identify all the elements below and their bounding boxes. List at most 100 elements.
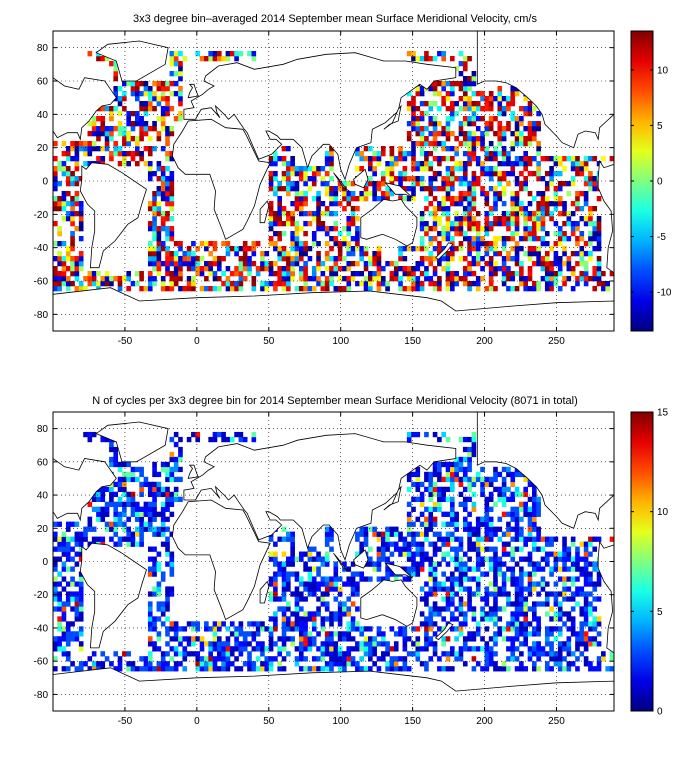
bin-cell [61, 631, 67, 637]
bin-cell [411, 161, 416, 167]
bin-cell [583, 166, 589, 172]
bin-cell [355, 646, 360, 652]
bin-cell [178, 51, 183, 57]
bin-cell [445, 226, 451, 232]
bin-cell [178, 286, 183, 292]
bin-cell [493, 611, 498, 617]
bin-cell [601, 156, 606, 162]
bin-cell [488, 166, 494, 172]
bin-cell [286, 606, 291, 612]
bin-cell [579, 216, 585, 222]
bin-cell [467, 586, 472, 592]
bin-cell [398, 196, 403, 202]
bin-cell [609, 271, 614, 277]
bin-cell [497, 176, 503, 182]
bin-cell [501, 201, 507, 207]
bin-cell [255, 621, 261, 627]
bin-cell [74, 196, 80, 202]
bin-cell [70, 236, 75, 242]
bin-cell [173, 251, 179, 257]
bin-cell [139, 286, 144, 292]
bin-cell [104, 131, 110, 137]
bin-cell [208, 51, 213, 57]
bin-cell [117, 146, 123, 152]
bin-cell [527, 591, 533, 597]
bin-cell [376, 551, 382, 557]
bin-cell [549, 641, 554, 647]
bin-cell [462, 151, 468, 157]
bin-cell [398, 256, 403, 262]
bin-cell [592, 621, 598, 627]
bin-cell [372, 261, 377, 267]
bin-cell [432, 176, 438, 182]
bin-cell [225, 656, 231, 662]
bin-cell [424, 626, 429, 632]
bin-cell [523, 176, 528, 182]
bin-cell [536, 511, 541, 517]
bin-cell [316, 631, 321, 637]
bin-cell [523, 596, 528, 602]
bin-cell [514, 271, 520, 277]
bin-cell [329, 156, 334, 162]
bin-cell [596, 656, 602, 662]
bin-cell [298, 256, 304, 262]
bin-cell [277, 571, 283, 577]
bin-cell [199, 286, 205, 292]
bin-cell [169, 476, 175, 483]
bin-cell [458, 131, 464, 137]
bin-cell [596, 596, 602, 602]
bin-cell [488, 121, 494, 127]
bin-cell [471, 206, 477, 212]
bin-cell [596, 261, 602, 267]
bin-cell [160, 111, 166, 117]
bin-cell [160, 246, 166, 252]
bin-cell [165, 551, 170, 557]
bin-cell [462, 641, 468, 647]
bin-cell [53, 596, 58, 602]
bin-cell [70, 221, 75, 227]
bin-cell [501, 126, 507, 132]
bin-cell [178, 276, 183, 282]
bin-cell [156, 256, 162, 262]
bin-cell [165, 201, 170, 207]
bin-cell [506, 251, 511, 257]
bin-cell [380, 641, 386, 647]
bin-cell [61, 201, 67, 207]
bin-cell [415, 636, 421, 642]
bin-cell [290, 556, 295, 562]
bin-cell [493, 216, 498, 222]
bin-cell [385, 661, 390, 667]
bin-cell [402, 576, 408, 582]
bin-cell [493, 96, 498, 102]
bin-cell [411, 181, 416, 187]
bin-cell [480, 646, 485, 652]
bin-cell [432, 601, 438, 607]
bin-cell [493, 606, 498, 612]
bin-cell [458, 166, 464, 172]
bin-cell [117, 86, 123, 92]
bin-cell [536, 646, 541, 652]
bin-cell [96, 491, 101, 498]
bin-cell [53, 186, 58, 192]
bin-cell [346, 621, 352, 627]
bin-cell [411, 191, 416, 197]
bin-cell [178, 636, 183, 642]
bin-cell [147, 521, 153, 527]
x-tick-label: 250 [548, 336, 565, 347]
bin-cell [553, 556, 559, 562]
bin-cell [445, 511, 451, 517]
bin-cell [562, 551, 567, 557]
bin-cell [329, 191, 334, 197]
bin-cell [398, 246, 403, 252]
bin-cell [549, 276, 554, 282]
bin-cell [411, 111, 416, 117]
bin-cell [134, 541, 140, 547]
bin-cell [70, 261, 75, 267]
bin-cell [329, 226, 334, 232]
bin-cell [87, 146, 93, 152]
bin-cell [61, 141, 67, 147]
bin-cell [475, 136, 481, 142]
bin-cell [221, 656, 226, 662]
bin-cell [195, 666, 201, 672]
bin-cell [208, 656, 213, 662]
